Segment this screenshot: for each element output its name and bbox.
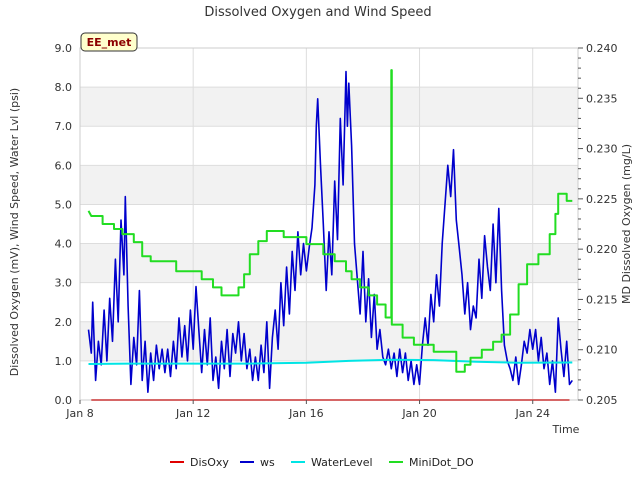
station-badge-box: [80, 32, 138, 52]
x-tick-label: Jan 12: [175, 407, 210, 420]
left-y-tick-label: 8.0: [55, 81, 73, 94]
right-y-tick-label: 0.215: [586, 293, 618, 306]
left-y-tick-label: 0.0: [55, 394, 73, 407]
x-axis: Jan 8 Jan 12 Jan 16 Jan 20 Jan 24: [65, 400, 550, 420]
left-y-axis-label: Dissolved Oxygen (mV), Wind Speed, Water…: [8, 88, 21, 376]
right-y-tick-label: 0.205: [586, 394, 618, 407]
left-y-tick-label: 1.0: [55, 355, 73, 368]
right-y-tick-label: 0.210: [586, 344, 618, 357]
plot-frame: [79, 47, 579, 401]
series-line-ws: [87, 70, 573, 393]
left-y-tick-label: 9.0: [55, 42, 73, 55]
chart-title: Dissolved Oxygen and Wind Speed: [204, 5, 431, 20]
station-badge-label: EE_met: [87, 36, 132, 49]
right-y-axis: 0.205 0.210 0.215 0.220 0.225 0.230 0.235 0.240: [578, 42, 618, 407]
station-badge: EE_met: [80, 32, 138, 52]
left-y-tick-label: 6.0: [55, 159, 73, 172]
series-line-minidot-do: [87, 69, 573, 373]
legend: DisOxy ws WaterLevel MiniDot_DO: [170, 456, 474, 469]
x-tick-label: Jan 8: [65, 407, 93, 420]
right-y-tick-label: 0.220: [586, 243, 618, 256]
right-y-tick-label: 0.235: [586, 92, 618, 105]
x-tick-label: Jan 24: [515, 407, 550, 420]
left-y-tick-label: 5.0: [55, 198, 73, 211]
grid-band: [80, 243, 578, 283]
right-y-tick-label: 0.230: [586, 143, 618, 156]
x-tick-label: Jan 16: [288, 407, 323, 420]
right-y-tick-label: 0.240: [586, 42, 618, 55]
right-y-axis-label: MD Dissolved Oxygen (mg/L): [620, 144, 633, 304]
grid-band: [80, 87, 578, 127]
x-axis-label: Time: [552, 423, 580, 436]
legend-label-waterlevel: WaterLevel: [311, 456, 373, 469]
legend-label-ws: ws: [260, 456, 275, 469]
left-y-axis: 0.0 1.0 2.0 3.0 4.0 5.0 6.0 7.0 8.0 9.0: [55, 42, 73, 407]
left-y-tick-label: 2.0: [55, 316, 73, 329]
left-y-tick-label: 4.0: [55, 238, 73, 251]
x-tick-label: Jan 20: [401, 407, 436, 420]
grid-band: [80, 165, 578, 205]
series-line-waterlevel: [88, 358, 573, 365]
legend-label-disoxy: DisOxy: [190, 456, 229, 469]
legend-label-minidot-do: MiniDot_DO: [409, 456, 474, 469]
left-y-tick-label: 3.0: [55, 277, 73, 290]
left-y-tick-label: 7.0: [55, 120, 73, 133]
right-y-tick-label: 0.225: [586, 193, 618, 206]
